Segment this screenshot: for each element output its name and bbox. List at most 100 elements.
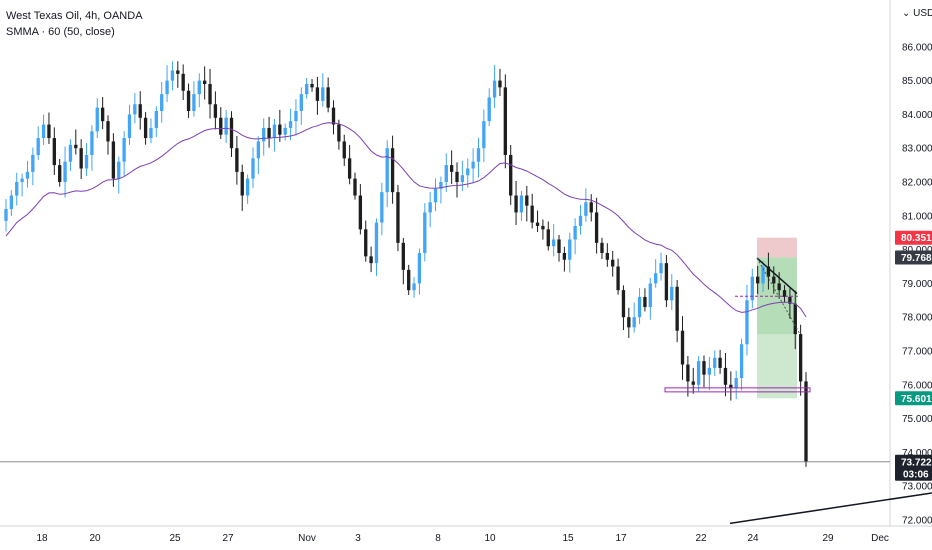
- candle-body: [594, 212, 599, 243]
- candle-body: [20, 178, 24, 182]
- candle-body: [680, 330, 685, 365]
- candle-body: [278, 124, 282, 135]
- candle-body: [734, 378, 738, 389]
- candle-body: [686, 364, 690, 382]
- price-tick-label: 85.000: [902, 76, 932, 87]
- candle-body: [664, 263, 669, 301]
- candle-body: [4, 209, 8, 221]
- price-tick-label: 73.000: [902, 482, 932, 493]
- price-tick-label: 76.000: [902, 380, 932, 391]
- candle-body: [202, 80, 207, 84]
- candle-body: [41, 124, 46, 139]
- candle-body: [68, 144, 73, 162]
- time-tick-label: 29: [822, 533, 834, 544]
- candle-body: [654, 273, 658, 284]
- candle-body: [15, 182, 19, 196]
- candle-body: [589, 202, 593, 213]
- descending-trendline: [756, 257, 798, 295]
- candle-body: [358, 195, 363, 230]
- candle-body: [192, 94, 196, 112]
- price-tick-label: 83.000: [902, 144, 932, 155]
- candle-body: [47, 124, 51, 139]
- candle-body: [138, 104, 142, 118]
- candle-body: [551, 239, 556, 247]
- candle-body: [466, 168, 470, 176]
- candle-body: [186, 90, 191, 112]
- candle-body: [245, 178, 250, 196]
- candle-body: [632, 317, 636, 328]
- time-tick-label: 3: [355, 533, 361, 544]
- candle-body: [100, 107, 105, 122]
- candle-body: [326, 87, 330, 108]
- candle-body: [707, 367, 712, 375]
- time-tick-label: 24: [747, 533, 759, 544]
- candle-body: [498, 80, 502, 88]
- candle-body: [455, 171, 459, 182]
- price-tick-label: 84.000: [902, 110, 932, 121]
- candle-body: [729, 384, 733, 389]
- candle-body: [267, 127, 271, 139]
- candle-body: [36, 138, 40, 155]
- candle-body: [181, 73, 185, 91]
- candle-body: [52, 138, 56, 166]
- candle-body: [374, 222, 379, 264]
- candle-body: [288, 121, 293, 128]
- time-tick-label: 17: [615, 533, 627, 544]
- candle-body: [492, 80, 497, 98]
- candle-body: [659, 263, 663, 274]
- price-tick-label: 81.000: [902, 211, 932, 222]
- candle-body: [568, 239, 572, 260]
- candle-body: [208, 83, 212, 105]
- smma-series: [5, 122, 807, 318]
- candle-body: [557, 239, 561, 253]
- target-price-tag-label: 75.601: [901, 394, 932, 405]
- time-tick-label: 18: [36, 533, 48, 544]
- stop-price-tag-label: 80.351: [901, 233, 932, 244]
- indicator-label: SMMA · 60 (50, close): [6, 26, 115, 38]
- candle-body: [106, 121, 110, 142]
- candle-body: [219, 117, 223, 135]
- candle-body: [229, 117, 234, 149]
- time-tick-label: 27: [222, 533, 234, 544]
- price-tick-label: 74.000: [902, 448, 932, 459]
- candle-body: [337, 124, 341, 142]
- price-tick-label: 77.000: [902, 347, 932, 358]
- candle-body: [535, 222, 540, 226]
- time-tick-label: 15: [562, 533, 574, 544]
- candle-body: [390, 148, 395, 193]
- candle-body: [170, 70, 175, 81]
- candle-body: [143, 117, 148, 139]
- projection-line: [756, 257, 801, 335]
- candle-body: [283, 127, 287, 135]
- candle-body: [718, 357, 722, 368]
- candle-body: [111, 141, 116, 179]
- candle-body: [294, 111, 298, 122]
- time-tick-label: 8: [435, 533, 441, 544]
- time-tick-label: 10: [484, 533, 496, 544]
- candle-body: [396, 192, 400, 243]
- candle-body: [240, 171, 244, 196]
- candle-body: [235, 148, 239, 172]
- symbol-title: West Texas Oil, 4h, OANDA: [6, 10, 143, 22]
- candle-body: [74, 144, 78, 149]
- candle-body: [713, 357, 717, 368]
- currency-label: ⌄ USD: [902, 8, 932, 19]
- candle-body: [616, 266, 620, 291]
- candle-body: [251, 158, 255, 179]
- candle-body: [160, 94, 164, 112]
- candle-body: [58, 165, 62, 182]
- candle-body: [321, 87, 325, 101]
- candle-body: [133, 104, 137, 115]
- support-box: [664, 387, 811, 393]
- price-tick-label: 75.000: [902, 414, 932, 425]
- candle-body: [380, 192, 384, 223]
- candle-body: [600, 242, 604, 253]
- candle-body: [127, 114, 132, 139]
- axes: ⌄ USD 72.000 73.000 74.000 75.000 76.000 77.00…: [36, 8, 932, 544]
- candle-body: [423, 212, 427, 253]
- candle-body: [519, 195, 524, 213]
- candle-body: [627, 317, 631, 328]
- candle-body: [256, 141, 261, 159]
- candle-body: [439, 182, 443, 189]
